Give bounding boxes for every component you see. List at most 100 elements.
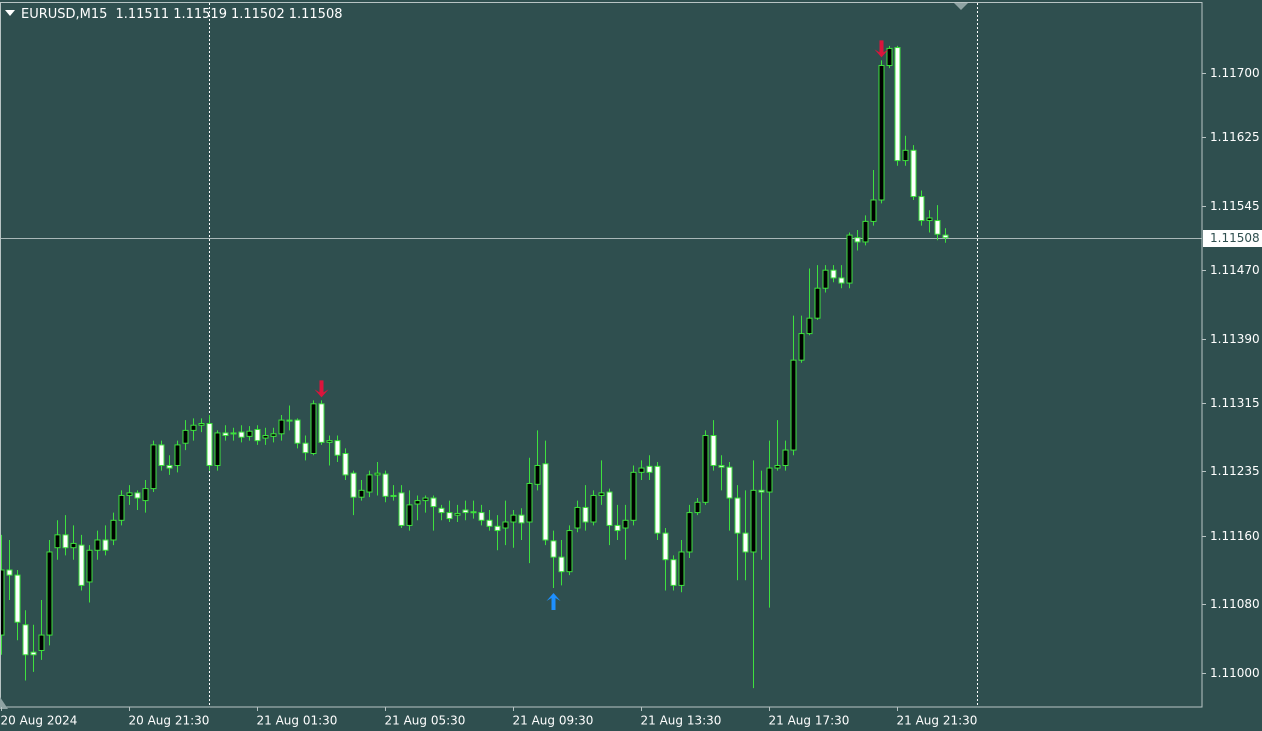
plot-frame: [0, 2, 1203, 708]
candle-body: [854, 237, 861, 243]
candle-body: [742, 532, 749, 553]
low-value: 1.11502: [231, 7, 285, 22]
candle-body: [334, 440, 341, 456]
candle-body: [446, 512, 453, 520]
candle-body: [734, 497, 741, 534]
y-tick-label: 1.11080: [1210, 597, 1260, 611]
down-arrow: [314, 380, 329, 398]
chart-header: EURUSD,M15 1.11511 1.11519 1.11502 1.11508: [21, 7, 343, 22]
x-tick-label: 21 Aug 21:30: [897, 714, 978, 728]
candle-body: [830, 269, 837, 279]
down-arrow: [874, 40, 889, 58]
candle-body: [766, 467, 773, 493]
candle-body: [638, 467, 645, 473]
x-tick-label: 20 Aug 21:30: [129, 714, 210, 728]
x-tick-label: 21 Aug 17:30: [769, 714, 850, 728]
candle-body: [206, 423, 213, 466]
candle-body: [846, 234, 853, 284]
candle-body: [630, 471, 637, 521]
candle-body: [662, 532, 669, 561]
candle-body: [566, 530, 573, 573]
candle-body: [118, 494, 125, 521]
x-tick-label: 21 Aug 01:30: [257, 714, 338, 728]
candle-body: [598, 492, 605, 496]
candle-body: [198, 423, 205, 426]
candle-body: [822, 269, 829, 289]
candle-body: [86, 549, 93, 583]
candle-body: [870, 199, 877, 222]
symbol: EURUSD,M15: [21, 7, 107, 22]
candle-body: [670, 559, 677, 586]
candle-body: [702, 435, 709, 503]
candle-body: [814, 287, 821, 319]
high-value: 1.11519: [173, 7, 227, 22]
candle-body: [110, 519, 117, 541]
candle-body: [366, 474, 373, 493]
candle-body: [238, 431, 245, 438]
candle-body: [782, 449, 789, 466]
candle-body: [350, 472, 357, 498]
candle-body: [582, 506, 589, 523]
x-tick-label: 21 Aug 05:30: [385, 714, 466, 728]
candle-body: [22, 624, 29, 656]
candle-body: [654, 465, 661, 534]
candle-body: [38, 634, 45, 651]
x-tick-label: 20 Aug 2024: [1, 714, 78, 728]
candle-body: [174, 444, 181, 466]
candle-body: [390, 494, 397, 497]
candle-body: [494, 525, 501, 532]
candle-body: [302, 442, 309, 454]
candle-body: [774, 464, 781, 469]
candle-body: [126, 492, 133, 496]
candle-body: [542, 463, 549, 541]
candle-body: [134, 492, 141, 499]
candle-body: [750, 489, 757, 553]
candle-body: [910, 149, 917, 198]
candle-body: [430, 497, 437, 508]
x-tick-label: 21 Aug 13:30: [641, 714, 722, 728]
candle-body: [78, 544, 85, 586]
candle-body: [158, 444, 165, 466]
candle-body: [726, 466, 733, 499]
candle-body: [590, 494, 597, 523]
candle-body: [414, 500, 421, 505]
candle-body: [574, 506, 581, 529]
y-tick-label: 1.11625: [1210, 130, 1260, 144]
candle-body: [798, 333, 805, 361]
candle-body: [614, 524, 621, 532]
candle-body: [286, 419, 293, 422]
candle-body: [326, 440, 333, 443]
menu-triangle[interactable]: [5, 10, 15, 16]
candle-body: [558, 556, 565, 573]
candle-body: [878, 65, 885, 201]
price-label: 1.11508: [1210, 231, 1260, 245]
y-tick-label: 1.11000: [1210, 666, 1260, 680]
candle-body: [422, 497, 429, 502]
candle-body: [102, 539, 109, 551]
chart-shift-marker: [954, 3, 968, 10]
candle-body: [886, 47, 893, 67]
candle-body: [262, 435, 269, 439]
candle-body: [646, 465, 653, 473]
corner-marker: [0, 697, 8, 709]
y-tick-label: 1.11235: [1210, 464, 1260, 478]
candle-body: [806, 317, 813, 335]
candle-body: [486, 519, 493, 527]
candle-body: [518, 514, 525, 524]
candle-body: [230, 432, 237, 435]
candle-body: [342, 452, 349, 476]
candle-body: [278, 419, 285, 435]
candle-body: [222, 432, 229, 437]
candle-body: [838, 277, 845, 284]
candle-body: [918, 196, 925, 222]
y-tick-label: 1.11470: [1210, 263, 1260, 277]
close-value: 1.11508: [289, 7, 343, 22]
candle-body: [398, 492, 405, 526]
y-tick-label: 1.11545: [1210, 199, 1260, 213]
candle-body: [550, 540, 557, 558]
candle-body: [14, 574, 21, 623]
up-arrow: [546, 592, 561, 610]
candle-body: [246, 430, 253, 437]
